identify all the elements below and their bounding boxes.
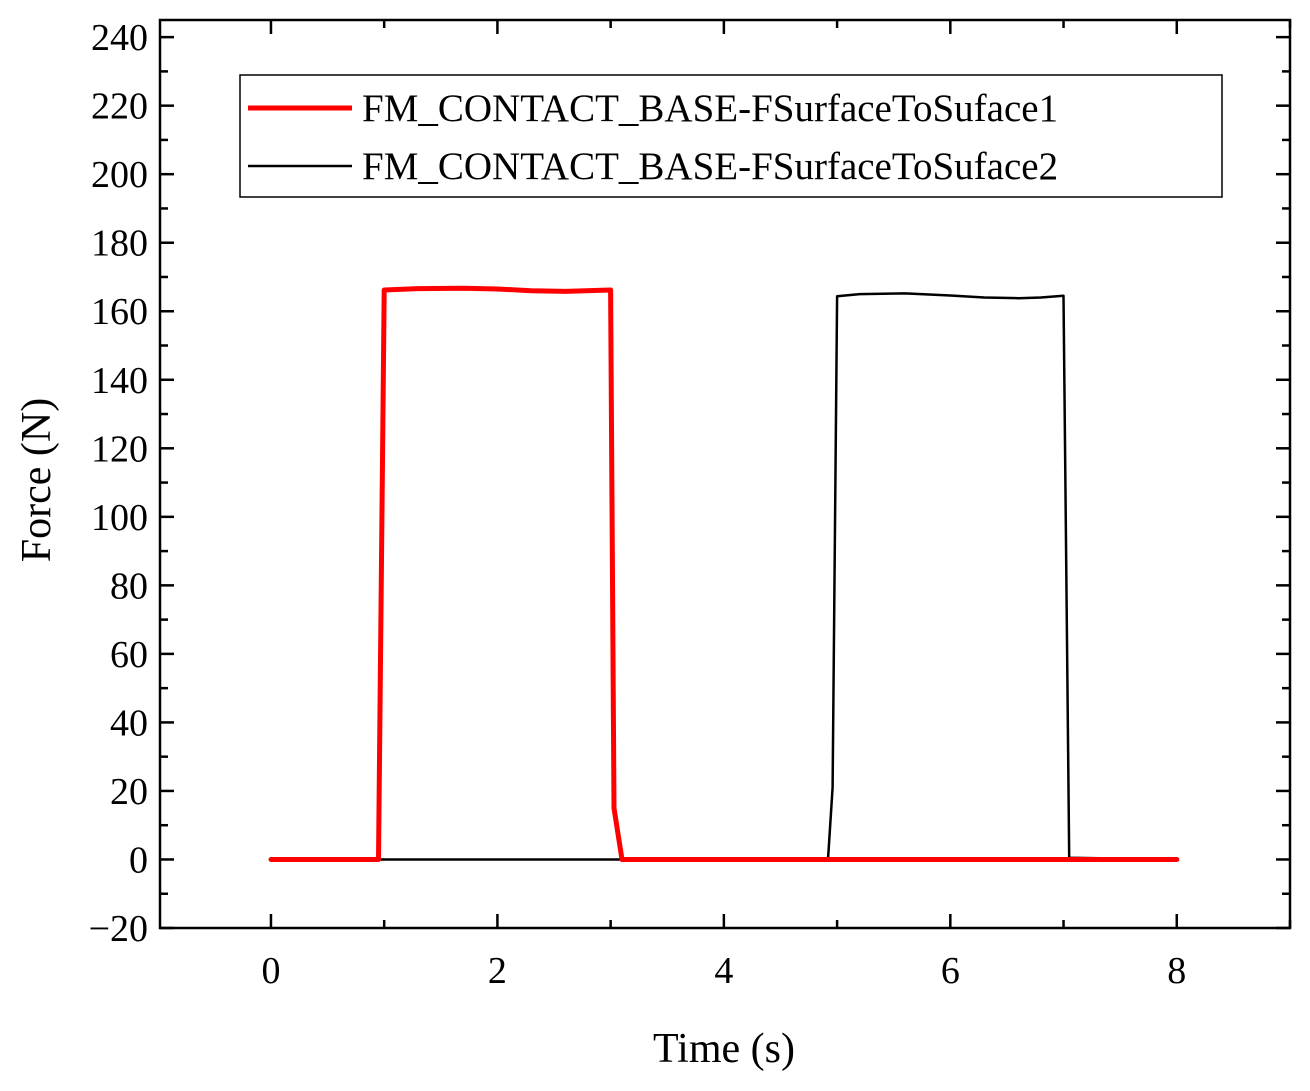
series-lines: [268, 285, 1180, 862]
y-tick-label: 60: [110, 634, 148, 676]
y-tick-label: −20: [89, 908, 148, 950]
x-tick-label: 4: [714, 950, 733, 992]
y-tick-label: 0: [129, 839, 148, 881]
x-tick-label: 0: [261, 950, 280, 992]
y-tick-label: 120: [91, 428, 148, 470]
x-axis-title: Time (s): [653, 1026, 795, 1072]
y-axis-title: Force (N): [14, 398, 60, 562]
x-tick-label: 2: [488, 950, 507, 992]
x-tick-label: 6: [941, 950, 960, 992]
y-tick-label: 240: [91, 17, 148, 59]
legend-label: FM_CONTACT_BASE-FSurfaceToSuface1: [362, 87, 1058, 130]
y-tick-label: 140: [91, 360, 148, 402]
x-axis: 0 2 4 6 8: [261, 20, 1292, 992]
y-tick-label: 220: [91, 86, 148, 128]
y-tick-label: 180: [91, 223, 148, 265]
series-line-1: [268, 285, 1180, 862]
y-axis: −20 0 20 40 60 80 100 120 140 160 180 200 220 240: [89, 17, 1290, 950]
y-tick-label: 40: [110, 702, 148, 744]
y-tick-label: 100: [91, 497, 148, 539]
y-tick-label: 160: [91, 291, 148, 333]
y-tick-label: 80: [110, 565, 148, 607]
legend-box: [239, 74, 1223, 198]
y-tick-label: 20: [110, 771, 148, 813]
y-tick-label: 200: [91, 154, 148, 196]
legend: FM_CONTACT_BASE-FSurfaceToSuface1 FM_CONT…: [239, 74, 1223, 198]
x-tick-label: 8: [1167, 950, 1186, 992]
series-line-2: [269, 292, 1179, 861]
legend-label: FM_CONTACT_BASE-FSurfaceToSuface2: [362, 145, 1058, 188]
